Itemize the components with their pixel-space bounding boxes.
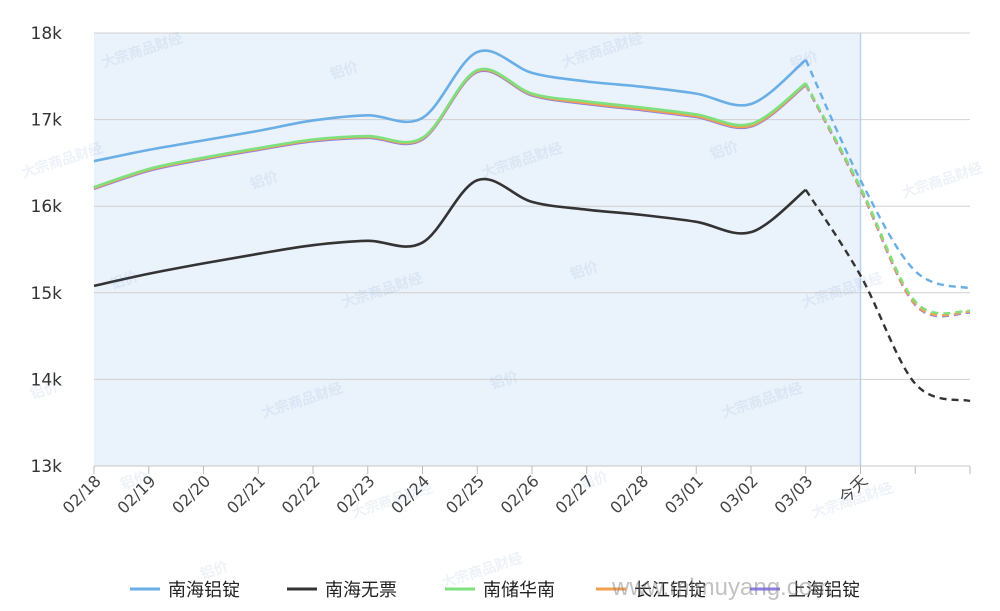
y-tick-label: 18k [31, 24, 63, 44]
legend-label: 南海无票 [325, 580, 397, 601]
watermark-site-text: www.mlmuyang.com [612, 574, 833, 601]
legend-label: 南海铝锭 [168, 580, 240, 601]
series-line-forecast [804, 189, 971, 403]
x-tick-label: 02/22 [278, 471, 324, 517]
x-tick-label: 02/25 [442, 471, 488, 517]
x-tick-label: 02/28 [606, 471, 652, 517]
x-tick-label: 03/01 [661, 471, 707, 517]
y-tick-label: 15k [31, 284, 63, 304]
y-tick-label: 17k [31, 111, 63, 131]
series-line-actual [93, 177, 807, 288]
series-line-actual [93, 67, 807, 189]
y-tick-label: 13k [31, 457, 63, 477]
legend-label: 上海铝锭 [788, 580, 860, 601]
series-line-forecast [804, 82, 971, 315]
legend-label: 南储华南 [483, 580, 555, 601]
x-tick-label: 02/26 [497, 471, 543, 517]
series-line-actual [93, 49, 807, 163]
y-tick-label: 16k [31, 197, 63, 217]
x-tick-label: 02/21 [223, 471, 269, 517]
x-tick-label: 02/20 [168, 471, 214, 517]
x-tick-label: 03/03 [771, 471, 817, 517]
y-tick-label: 14k [31, 370, 63, 390]
series-line-forecast [804, 59, 971, 290]
x-tick-label: 03/02 [716, 471, 762, 517]
x-tick-label: 02/18 [59, 471, 105, 517]
legend-label: 长江铝锭 [634, 580, 706, 601]
